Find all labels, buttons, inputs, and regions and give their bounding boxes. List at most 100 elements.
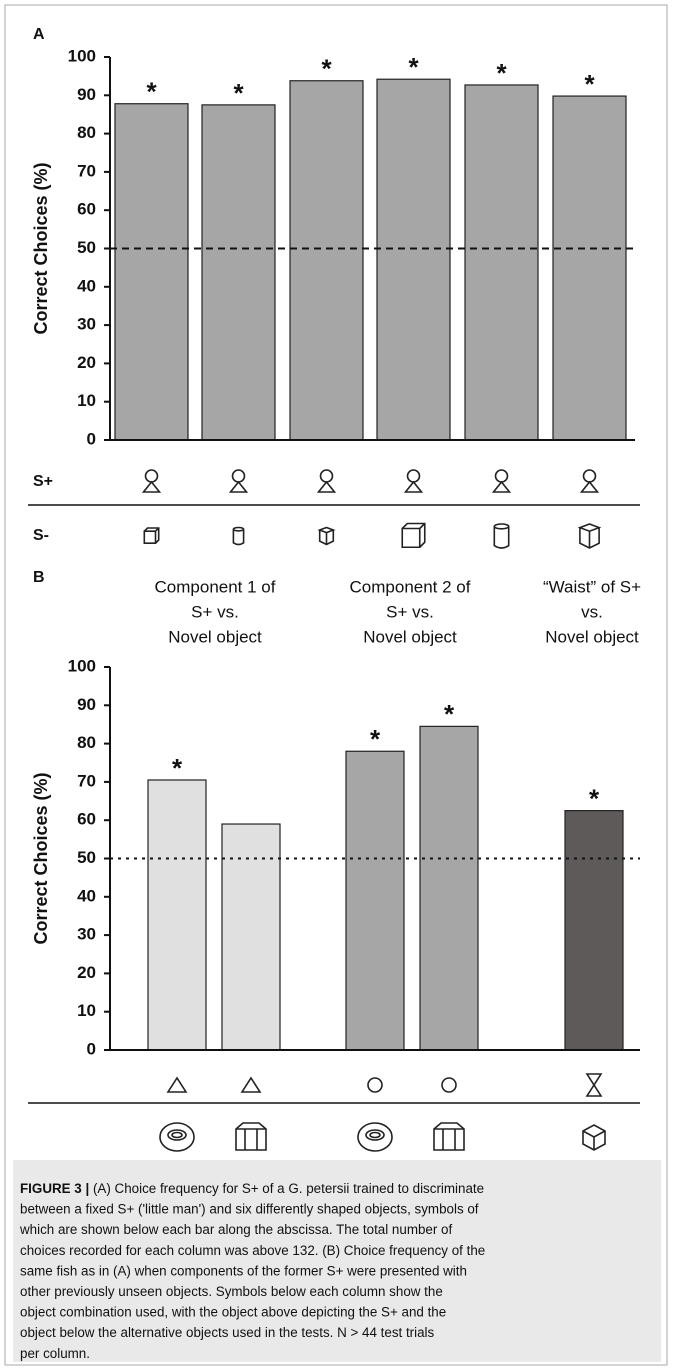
symbol-icon xyxy=(582,1124,606,1151)
caption-line: object below the alternative objects use… xyxy=(20,1325,435,1340)
caption-line: per column. xyxy=(20,1345,90,1360)
y-tick-label: 100 xyxy=(68,46,96,65)
symbol-icon xyxy=(401,522,426,549)
significance-marker: * xyxy=(172,753,183,783)
symbol-icon xyxy=(433,1122,465,1151)
significance-marker: * xyxy=(584,69,595,99)
symbol-stroke xyxy=(228,480,249,493)
symbol-stroke xyxy=(493,526,510,549)
symbol-icon xyxy=(577,523,602,549)
symbol-stroke xyxy=(166,1076,188,1093)
row-label: S- xyxy=(33,527,49,544)
y-tick-label: 70 xyxy=(77,161,96,180)
bar xyxy=(221,823,281,1051)
symbol-stroke xyxy=(582,469,597,483)
bar xyxy=(564,810,624,1051)
group-header: S+ vs. xyxy=(191,602,239,621)
group-header: vs. xyxy=(581,602,603,621)
bar xyxy=(464,84,539,441)
bar xyxy=(419,725,479,1051)
symbol-stroke xyxy=(494,469,509,483)
y-tick-label: 0 xyxy=(87,1039,96,1058)
y-tick-label: 80 xyxy=(77,733,96,752)
y-tick-label: 100 xyxy=(68,656,96,675)
caption-text: same fish as in (A) when components of t… xyxy=(20,1263,467,1278)
caption-line: between a fixed S+ ('little man') and si… xyxy=(20,1201,479,1216)
group-header: Novel object xyxy=(168,627,262,646)
bar xyxy=(345,750,405,1051)
y-tick-label: 50 xyxy=(77,238,96,257)
caption-text: object combination used, with the object… xyxy=(20,1304,446,1319)
y-tick-label: 60 xyxy=(77,810,96,829)
symbol-stroke xyxy=(240,1076,262,1093)
y-tick-label: 10 xyxy=(77,391,96,410)
symbol-stroke xyxy=(585,1073,603,1097)
bar xyxy=(201,104,276,441)
caption-label: FIGURE 3 | xyxy=(20,1181,89,1196)
symbol-stroke xyxy=(316,480,337,493)
symbol-stroke xyxy=(317,526,336,546)
caption-text: other previously unseen objects. Symbols… xyxy=(20,1284,443,1299)
symbol-icon xyxy=(585,1073,603,1097)
symbol-stroke xyxy=(319,469,334,483)
symbol-icon xyxy=(403,469,424,493)
y-tick-label: 90 xyxy=(77,695,96,714)
symbol-stroke xyxy=(406,469,421,483)
group-header: Novel object xyxy=(545,627,639,646)
symbol-icon xyxy=(367,1077,383,1093)
y-axis-label: Correct Choices (%) xyxy=(31,162,51,334)
caption-text: choices recorded for each column was abo… xyxy=(20,1242,485,1257)
symbol-stroke xyxy=(232,529,245,546)
panel-label: B xyxy=(33,569,45,586)
symbol-stroke xyxy=(491,480,512,493)
symbol-stroke xyxy=(401,522,426,549)
caption-line: same fish as in (A) when components of t… xyxy=(20,1263,467,1278)
bar xyxy=(114,103,189,441)
symbol-icon xyxy=(232,526,245,546)
symbol-stroke xyxy=(365,1129,385,1141)
y-tick-label: 0 xyxy=(87,429,96,448)
y-tick-label: 90 xyxy=(77,85,96,104)
symbol-stroke xyxy=(493,523,510,530)
symbol-icon xyxy=(317,526,336,546)
symbol-stroke xyxy=(144,469,159,483)
group-header: S+ vs. xyxy=(386,602,434,621)
symbol-stroke xyxy=(232,526,245,532)
caption-line: choices recorded for each column was abo… xyxy=(20,1242,485,1257)
symbol-stroke xyxy=(433,1122,465,1151)
y-tick-label: 30 xyxy=(77,315,96,334)
significance-marker: * xyxy=(370,724,381,754)
symbol-icon xyxy=(357,1122,393,1152)
significance-marker: * xyxy=(321,54,332,84)
caption-text: (A) Choice frequency for S+ of a G. pete… xyxy=(93,1181,484,1196)
significance-marker: * xyxy=(408,52,419,82)
group-header: Component 2 of xyxy=(350,577,471,596)
symbol-icon xyxy=(141,469,162,493)
symbol-stroke xyxy=(143,527,160,544)
panel-label: A xyxy=(33,26,45,43)
symbol-icon xyxy=(316,469,337,493)
significance-marker: * xyxy=(496,58,507,88)
symbol-stroke xyxy=(171,1131,183,1139)
y-tick-label: 60 xyxy=(77,200,96,219)
symbol-stroke xyxy=(357,1122,393,1152)
caption-line: FIGURE 3 | (A) Choice frequency for S+ o… xyxy=(20,1181,484,1196)
symbol-stroke xyxy=(231,469,246,483)
symbol-stroke xyxy=(167,1129,187,1141)
bar xyxy=(147,779,207,1051)
y-tick-label: 70 xyxy=(77,771,96,790)
y-tick-label: 10 xyxy=(77,1001,96,1020)
symbol-stroke xyxy=(159,1122,195,1152)
symbol-stroke xyxy=(369,1131,381,1139)
symbol-stroke xyxy=(141,480,162,493)
symbol-icon xyxy=(491,469,512,493)
bar xyxy=(289,80,364,441)
y-tick-label: 40 xyxy=(77,886,96,905)
symbol-stroke xyxy=(367,1077,383,1093)
caption-box xyxy=(13,1160,661,1362)
symbol-stroke xyxy=(577,523,602,549)
symbol-stroke xyxy=(579,480,600,493)
group-header: “Waist” of S+ xyxy=(543,577,641,596)
y-tick-label: 80 xyxy=(77,123,96,142)
caption-line: which are shown below each bar along the… xyxy=(19,1222,453,1237)
